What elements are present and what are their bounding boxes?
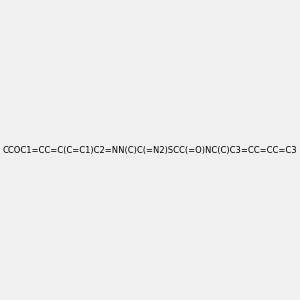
Text: CCOC1=CC=C(C=C1)C2=NN(C)C(=N2)SCC(=O)NC(C)C3=CC=CC=C3: CCOC1=CC=C(C=C1)C2=NN(C)C(=N2)SCC(=O)NC(… [3, 146, 297, 154]
